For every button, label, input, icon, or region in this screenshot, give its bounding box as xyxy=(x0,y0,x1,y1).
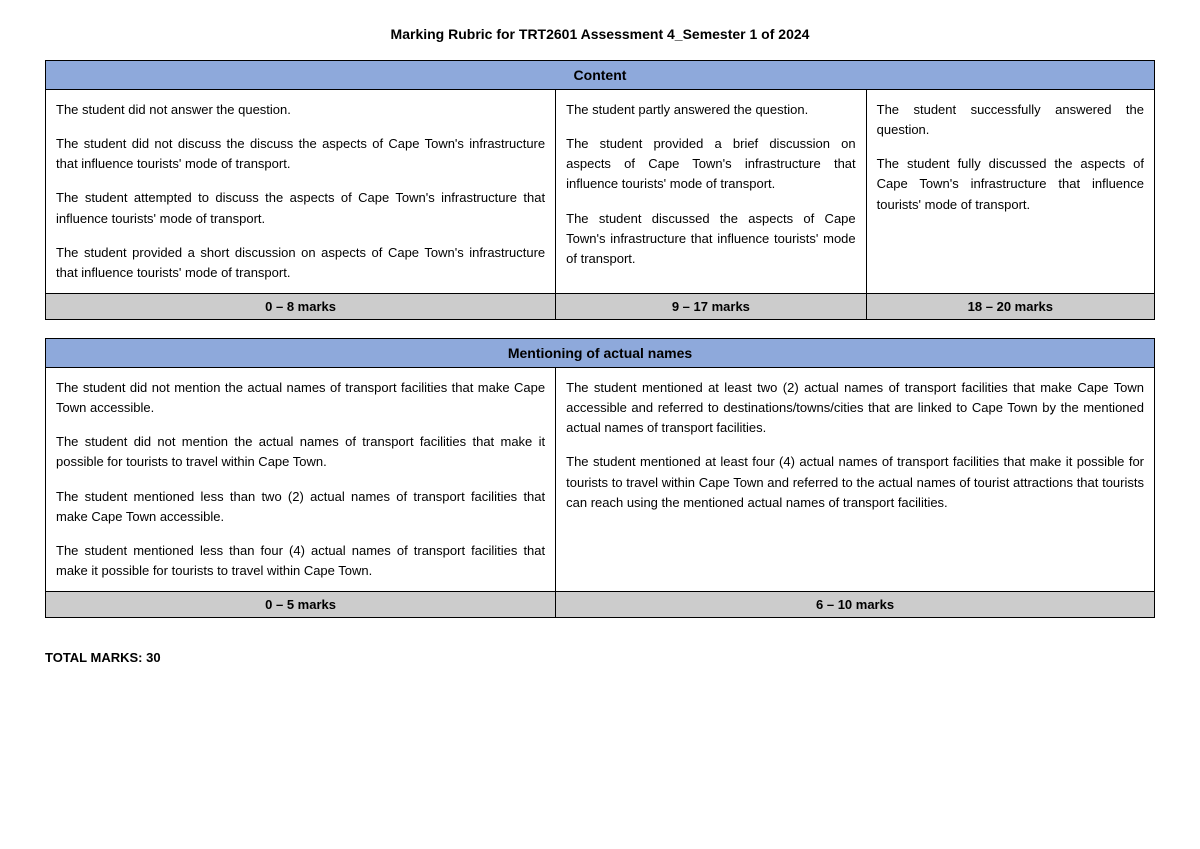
section-header-content: Content xyxy=(46,61,1155,90)
marks-cell-low-names: 0 – 5 marks xyxy=(46,592,556,618)
criterion-text: The student attempted to discuss the asp… xyxy=(56,188,545,228)
rubric-table-content: Content The student did not answer the q… xyxy=(45,60,1155,320)
marks-cell-mid: 9 – 17 marks xyxy=(556,293,867,319)
criterion-text: The student mentioned at least two (2) a… xyxy=(566,378,1144,438)
criterion-text: The student mentioned at least four (4) … xyxy=(566,452,1144,512)
page-title: Marking Rubric for TRT2601 Assessment 4_… xyxy=(45,26,1155,42)
criterion-text: The student did not mention the actual n… xyxy=(56,432,545,472)
criterion-text: The student discussed the aspects of Cap… xyxy=(566,209,856,269)
criterion-text: The student mentioned less than four (4)… xyxy=(56,541,545,581)
criterion-text: The student fully discussed the aspects … xyxy=(877,154,1144,214)
content-cell-low: The student did not answer the question.… xyxy=(46,90,556,294)
criterion-text: The student mentioned less than two (2) … xyxy=(56,487,545,527)
criterion-text: The student did not mention the actual n… xyxy=(56,378,545,418)
content-cell-high: The student successfully answered the qu… xyxy=(866,90,1154,294)
criterion-text: The student did not discuss the discuss … xyxy=(56,134,545,174)
marks-cell-low: 0 – 8 marks xyxy=(46,293,556,319)
criterion-text: The student successfully answered the qu… xyxy=(877,100,1144,140)
marks-cell-high: 18 – 20 marks xyxy=(866,293,1154,319)
marks-cell-high-names: 6 – 10 marks xyxy=(556,592,1155,618)
names-cell-high: The student mentioned at least two (2) a… xyxy=(556,367,1155,591)
criterion-text: The student provided a brief discussion … xyxy=(566,134,856,194)
criterion-text: The student did not answer the question. xyxy=(56,100,545,120)
criterion-text: The student provided a short discussion … xyxy=(56,243,545,283)
content-cell-mid: The student partly answered the question… xyxy=(556,90,867,294)
section-header-names: Mentioning of actual names xyxy=(46,338,1155,367)
rubric-table-names: Mentioning of actual names The student d… xyxy=(45,338,1155,618)
names-cell-low: The student did not mention the actual n… xyxy=(46,367,556,591)
total-marks-label: TOTAL MARKS: 30 xyxy=(45,650,1155,665)
criterion-text: The student partly answered the question… xyxy=(566,100,856,120)
